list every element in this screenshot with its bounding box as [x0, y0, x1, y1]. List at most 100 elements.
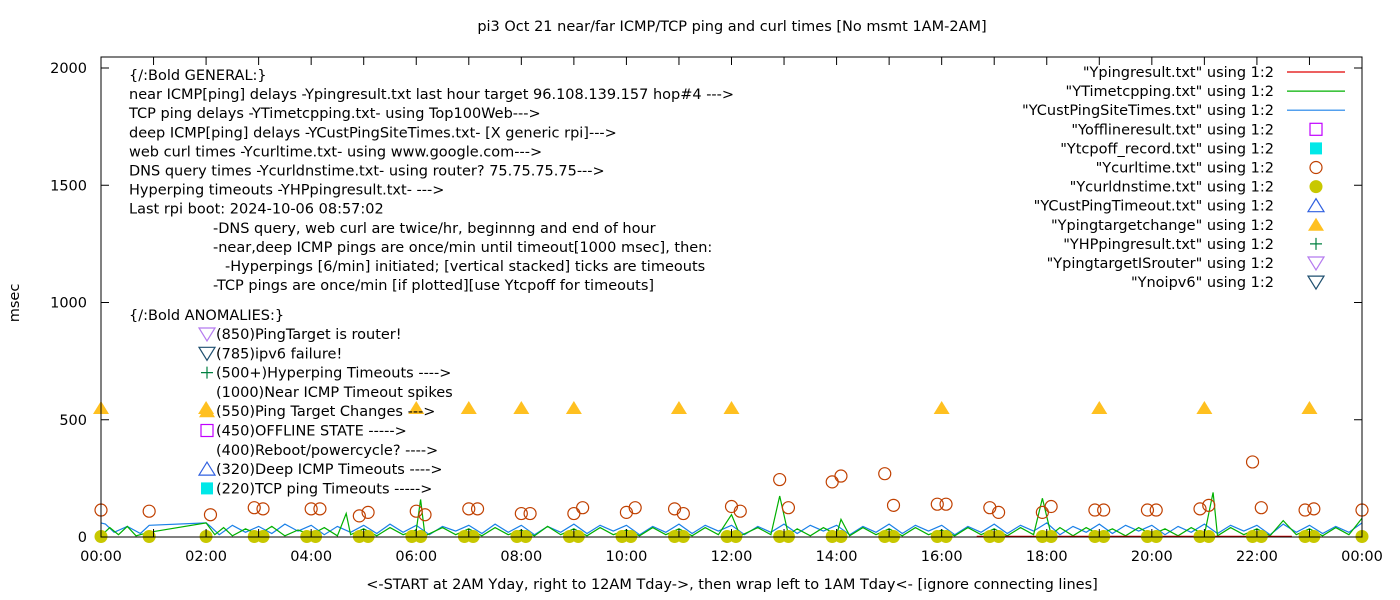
anomaly-square-filled-icon [201, 482, 213, 495]
data-point [514, 506, 528, 521]
data-point [256, 502, 270, 516]
legend-entry: "YpingtargetISrouter" using 1:2 [1047, 256, 1326, 272]
y-tick-label: 500 [59, 413, 87, 429]
legend-triangle-down-open-icon [1306, 256, 1326, 272]
x-axis-label: <-START at 2AM Yday, right to 12AM Tday-… [366, 577, 1098, 593]
annotation-anomaly-line: (220)TCP ping Timeouts -----> [216, 481, 432, 497]
data-point [733, 504, 747, 518]
data-point [1245, 455, 1260, 469]
legend-entry: "YHPpingresult.txt" using 1:2 [1063, 237, 1322, 253]
legend-entry: "Ycurldnstime.txt" using 1:2 [1070, 180, 1323, 196]
y-tick-label: 2000 [50, 61, 87, 77]
legend-label: "Ypingtargetchange" using 1:2 [1051, 218, 1274, 234]
legend-square-open-icon [1309, 122, 1323, 136]
data-point [628, 501, 642, 515]
legend-label: "Ytcpoff_record.txt" using 1:2 [1060, 141, 1274, 157]
legend-entry: "Ypingresult.txt" using 1:2 [1083, 65, 1345, 81]
legend-circle-open-icon [1309, 160, 1323, 175]
data-point [462, 502, 476, 516]
annotation-anomaly-line: (785)ipv6 failure! [216, 346, 342, 362]
data-point [203, 508, 218, 522]
legend-square-filled-icon [1310, 142, 1322, 155]
legend-label: "YHPpingresult.txt" using 1:2 [1063, 237, 1274, 253]
data-point [352, 509, 366, 523]
annotation-anomaly-line: (400)Reboot/powercycle? ----> [216, 443, 438, 459]
data-point [567, 506, 581, 521]
data-point [781, 501, 796, 515]
legend-plus-icon [1310, 237, 1322, 250]
data-point [930, 497, 944, 511]
data-point [676, 506, 690, 521]
anomaly-triangle-down-open-icon [197, 327, 217, 343]
x-tick-label: 06:00 [395, 549, 437, 565]
annotation-general-line: near ICMP[ping] delays -Ypingresult.txt … [129, 87, 734, 103]
legend-label: "YTimetcpping.txt" using 1:2 [1066, 84, 1274, 100]
annotation-general-line: Hyperping timeouts -YHPpingresult.txt- -… [129, 183, 444, 199]
annotation-general-line: deep ICMP[ping] delays -YCustPingSiteTim… [129, 125, 617, 141]
legend-triangle-up-filled-icon [1308, 217, 1324, 231]
legend-label: "YCustPingTimeout.txt" using 1:2 [1034, 199, 1274, 215]
x-tick-label: 12:00 [711, 549, 753, 565]
y-tick-label: 1000 [50, 296, 87, 312]
annotation-general-line: -Hyperpings [6/min] initiated; [vertical… [225, 259, 705, 275]
annotations-layer: {/:Bold GENERAL:} near ICMP[ping] delays … [128, 68, 734, 497]
x-tick-label: 18:00 [1026, 549, 1068, 565]
data-point [1091, 401, 1108, 415]
data-point [565, 401, 582, 415]
x-tick-label: 00:00 [1341, 549, 1383, 565]
data-point [723, 401, 740, 415]
legend-entry: "Ycurltime.txt" using 1:2 [1096, 160, 1323, 177]
data-point [142, 504, 156, 518]
anomaly-square-open-icon [200, 423, 214, 438]
legend-circle-filled-icon [1309, 180, 1323, 194]
data-point [1298, 503, 1312, 517]
x-tick-label: 16:00 [921, 549, 963, 565]
legend-entry: "YCustPingTimeout.txt" using 1:2 [1034, 197, 1326, 215]
data-point [1097, 503, 1111, 517]
y-tick-label: 1500 [50, 178, 87, 194]
annotation-general-line: TCP ping delays -YTimetcpping.txt- using… [128, 106, 541, 122]
legend-label: "Ycurltime.txt" using 1:2 [1096, 161, 1274, 177]
data-point [773, 472, 787, 487]
annotation-anomaly-line: (500+)Hyperping Timeouts ----> [216, 366, 451, 382]
data-point [1088, 503, 1102, 517]
annotation-general-line: -DNS query, web curl are twice/hr, begin… [213, 221, 656, 237]
data-point [313, 502, 327, 516]
annotation-anomaly-line: (320)Deep ICMP Timeouts ----> [216, 462, 443, 478]
legend-triangle-down-open-icon [1306, 275, 1326, 291]
x-tick-label: 00:00 [80, 549, 122, 565]
data-point [1035, 505, 1049, 519]
x-tick-label: 22:00 [1236, 549, 1278, 565]
annotation-anomalies-title: {/:Bold ANOMALIES:} [129, 308, 284, 324]
data-point [670, 401, 687, 415]
data-point [991, 505, 1006, 519]
annotation-general-line: Last rpi boot: 2024-10-06 08:57:02 [129, 202, 384, 218]
data-point [418, 508, 432, 522]
annotation-general-line: -near,deep ICMP pings are once/min until… [213, 240, 712, 256]
chart-title: pi3 Oct 21 near/far ICMP/TCP ping and cu… [477, 19, 986, 35]
data-point [1307, 502, 1321, 516]
data-point [939, 497, 953, 511]
data-point [408, 401, 425, 415]
y-tick-label: 0 [78, 530, 87, 546]
x-tick-label: 10:00 [606, 549, 648, 565]
legend-triangle-up-open-icon [1306, 197, 1326, 213]
data-point [1193, 502, 1207, 516]
data-point [513, 401, 530, 415]
x-tick-label: 14:00 [816, 549, 858, 565]
data-point [933, 401, 950, 415]
annotation-general-line: -TCP pings are once/min [if plotted][use… [213, 278, 654, 294]
data-point [523, 506, 537, 521]
data-point [1196, 401, 1213, 415]
legend-entry: "YTimetcpping.txt" using 1:2 [1066, 84, 1345, 100]
legend-label: "YpingtargetISrouter" using 1:2 [1047, 256, 1274, 272]
annotation-general-line: {/:Bold GENERAL:} [129, 68, 267, 84]
axes-layer: 0 500 1000 1500 2000 00:00 02:00 04:00 06:00 08:0… [50, 56, 1383, 565]
data-point [576, 501, 590, 515]
anomaly-triangle-up-open-icon [197, 460, 217, 476]
x-tick-label: 04:00 [290, 549, 332, 565]
legend-entry: "Ynoipv6" using 1:2 [1131, 275, 1326, 291]
legend-label: "Yofflineresult.txt" using 1:2 [1071, 122, 1274, 138]
annotation-general-line: DNS query times -Ycurldnstime.txt- using… [129, 164, 605, 180]
